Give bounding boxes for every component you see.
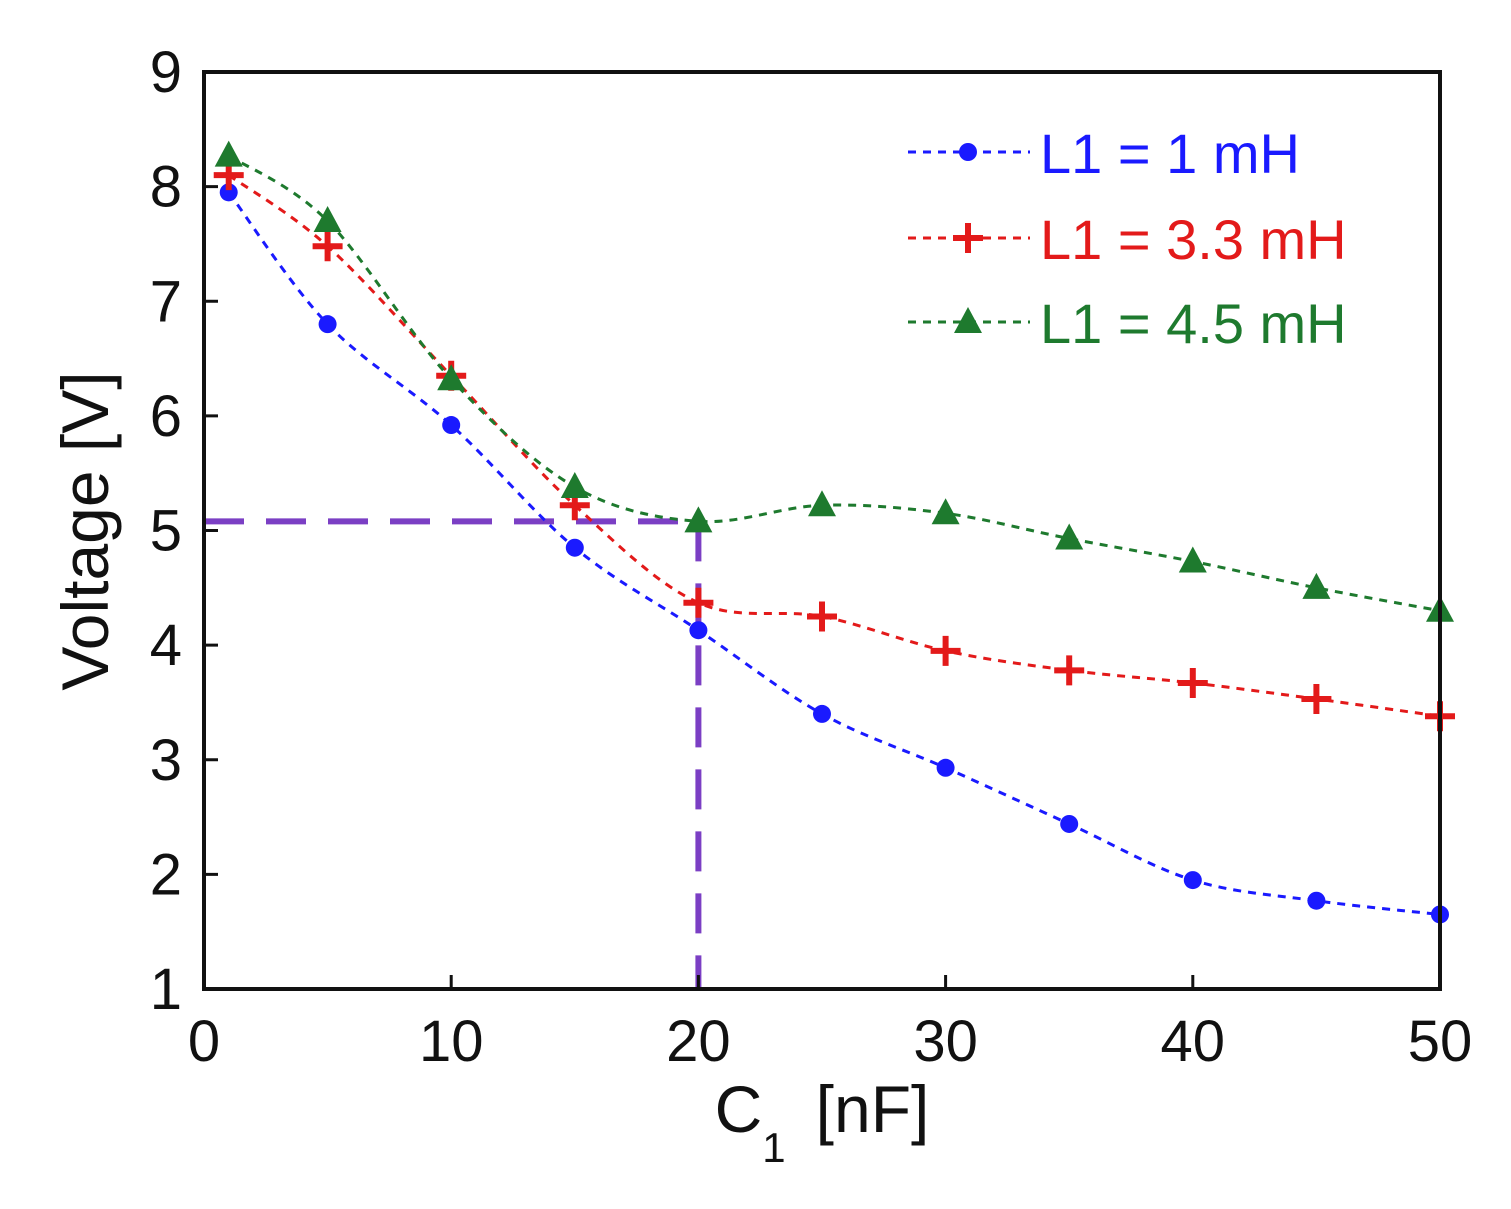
legend-marker (959, 143, 977, 161)
data-point (931, 498, 960, 525)
data-point (442, 416, 461, 435)
data-point (1054, 655, 1085, 686)
data-point (219, 183, 238, 202)
plot-frame (202, 70, 1442, 991)
series-line (227, 173, 1441, 718)
x-tick-label: 40 (1161, 1009, 1226, 1074)
legend-marker (953, 223, 983, 253)
legend-label: L1 = 1 mH (1040, 122, 1300, 185)
data-point (214, 140, 243, 167)
y-tick-label: 2 (150, 842, 182, 907)
data-point (560, 471, 589, 498)
data-point (1302, 572, 1331, 599)
x-axis-title-symbol: C (715, 1072, 763, 1146)
y-tick-label: 5 (150, 499, 182, 564)
data-point (1178, 546, 1207, 573)
legend-item: L1 = 1 mH (908, 122, 1300, 185)
data-point (683, 587, 714, 618)
data-point (808, 490, 836, 517)
data-point (1177, 667, 1208, 698)
series-l1-1-mh (219, 183, 1449, 924)
data-point (1060, 814, 1079, 833)
legend-label: L1 = 3.3 mH (1040, 208, 1347, 271)
data-point (1183, 871, 1202, 890)
data-point (684, 506, 713, 533)
x-tick-label: 0 (188, 1009, 220, 1074)
data-point (936, 758, 955, 777)
x-axis-title-unit: [nF] (816, 1072, 930, 1146)
legend-label: L1 = 4.5 mH (1040, 292, 1347, 355)
x-tick-label: 50 (1408, 1009, 1473, 1074)
series-line (227, 191, 1441, 916)
x-tick-label: 10 (419, 1009, 484, 1074)
data-point (1055, 523, 1084, 550)
data-point (689, 621, 708, 640)
data-point (930, 635, 961, 666)
y-tick-label: 1 (150, 957, 182, 1022)
data-point (318, 315, 337, 334)
data-point (807, 601, 837, 632)
data-point (813, 704, 831, 723)
y-tick-label: 8 (150, 155, 182, 220)
x-axis-title: C1 [nF] (715, 1072, 930, 1171)
legend-item: L1 = 4.5 mH (908, 292, 1347, 355)
y-tick-label: 3 (150, 728, 182, 793)
data-point (437, 364, 466, 391)
legend-item: L1 = 3.3 mH (908, 208, 1347, 271)
y-tick-label: 6 (150, 384, 182, 449)
x-tick-label: 30 (913, 1009, 978, 1074)
data-point (312, 231, 343, 262)
series-l1-4-5-mh (214, 140, 1454, 622)
legend-marker (954, 307, 982, 333)
y-tick-label: 4 (150, 613, 182, 678)
data-point (1307, 891, 1326, 910)
data-point (565, 538, 584, 557)
x-tick-label: 20 (666, 1009, 731, 1074)
x-axis-title-subscript: 1 (762, 1124, 785, 1171)
plot-layer (204, 140, 1455, 989)
ticks-layer: 0 10 20 30 40 50 1 2 3 4 5 6 7 8 9 (150, 40, 1473, 1074)
y-tick-label: 9 (150, 40, 182, 105)
y-axis-title: Voltage [V] (48, 371, 122, 690)
data-point (1301, 683, 1332, 714)
y-tick-label: 7 (150, 269, 182, 334)
data-point (313, 206, 342, 233)
legend: L1 = 1 mH L1 = 3.3 mH L1 = 4.5 mH (908, 122, 1347, 355)
